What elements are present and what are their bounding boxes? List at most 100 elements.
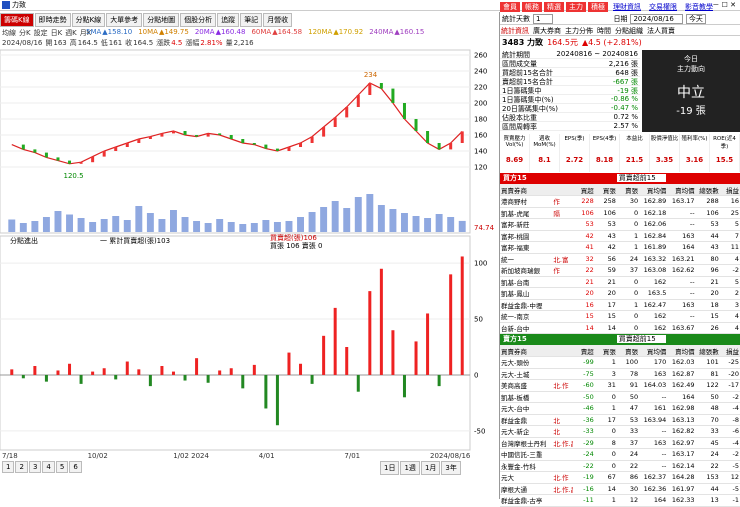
table-row[interactable]: 凱基-台南 21 21 0 162 -- 21 5: [500, 276, 740, 288]
indicator: EPS(季) 2.72: [560, 134, 590, 172]
table-row[interactable]: 群益金鼎-中壢 16 17 1 162.47 163 18 3: [500, 299, 740, 311]
date-input[interactable]: 2024/08/16: [630, 14, 683, 24]
table-row[interactable]: 凱基-鳳山 20 20 0 163.5 -- 20 2: [500, 287, 740, 300]
low-label: 120.5: [64, 172, 84, 180]
stat-row: 區間成交量 2,216 張: [500, 59, 640, 68]
table-row[interactable]: 中國信託-三重 -24 0 24 -- 163.17 24 -2: [500, 448, 740, 461]
link[interactable]: 精選: [544, 2, 564, 12]
table-row[interactable]: 群益金鼎北 -36 17 53 163.94 163.13 70 -8: [500, 414, 740, 426]
tab[interactable]: 即時走勢: [34, 13, 71, 27]
table-row[interactable]: 永豐金-竹科 -22 0 22 -- 162.14 22 -5: [500, 460, 740, 472]
app-icon: [2, 1, 10, 9]
net-bar: [414, 341, 418, 375]
tab[interactable]: 月營收: [263, 13, 293, 27]
sell-title: 賣方15: [503, 335, 527, 343]
cell: 162.62: [667, 264, 696, 277]
stat-tab[interactable]: 廣大券商: [533, 27, 561, 35]
cell: 16: [719, 195, 740, 208]
tool[interactable]: 月K: [79, 29, 92, 37]
stat-tab[interactable]: 統計資訊: [501, 27, 529, 35]
ma-value: ▲170.92: [333, 28, 364, 36]
table-row[interactable]: 元大 北.作 -19 67 86 162.37 164.28 153 12: [500, 471, 740, 484]
table-row[interactable]: 統一-南京 15 15 0 162 -- 15 4: [500, 310, 740, 323]
tool[interactable]: 日K: [50, 29, 63, 37]
tab[interactable]: 筆記: [240, 13, 263, 27]
tool[interactable]: 設定: [33, 29, 48, 37]
stat-tab[interactable]: 法人買賣: [647, 27, 675, 35]
sell-filter[interactable]: 買賣超前15: [616, 335, 666, 343]
cell: 13: [695, 494, 720, 507]
cell: 24: [616, 253, 640, 265]
cell: 北: [552, 425, 573, 438]
tool[interactable]: 分K: [19, 29, 31, 37]
stat-tab[interactable]: 主力分佈: [565, 27, 593, 35]
link[interactable]: 積極: [588, 2, 608, 12]
page-btn[interactable]: 1: [2, 461, 15, 473]
period-btn[interactable]: 1月: [420, 461, 441, 475]
tab[interactable]: 分點K線: [71, 13, 106, 27]
candle: [125, 143, 129, 147]
table-row[interactable]: 富邦-新莊 53 53 0 162.06 -- 53 5: [500, 218, 740, 231]
cell: 101: [695, 356, 720, 369]
net-bar: [148, 374, 152, 387]
table-row[interactable]: 凱基-虎尾隔 106 106 0 162.18 -- 106 25: [500, 207, 740, 219]
period-btn[interactable]: 1日: [380, 461, 400, 475]
stat-tab[interactable]: 時間: [597, 27, 611, 35]
tab[interactable]: 追蹤: [217, 13, 240, 27]
page-btn[interactable]: 3: [28, 461, 42, 473]
days-select[interactable]: 1: [533, 14, 554, 24]
page-btn[interactable]: 2: [15, 461, 28, 473]
period-btn[interactable]: 3年: [441, 461, 461, 475]
period-btn[interactable]: 1週: [400, 461, 420, 475]
link[interactable]: 理財資訊: [613, 3, 641, 11]
table-row[interactable]: 台新-台中 14 14 0 162 163.67 26 4: [500, 322, 740, 334]
tool[interactable]: 均線: [2, 29, 16, 37]
cell: 170: [639, 356, 668, 369]
tool[interactable]: 週K: [65, 29, 77, 37]
net-bar: [102, 368, 106, 375]
candle: [391, 88, 395, 103]
table-row[interactable]: 凱基-板橋 -50 0 50 -- 164 50 -2: [500, 391, 740, 403]
page-btn[interactable]: 4: [42, 461, 55, 473]
volume-bar: [19, 223, 27, 232]
table-row[interactable]: 元大-台中 -46 1 47 161 162.98 48 -4: [500, 402, 740, 415]
candle: [449, 143, 453, 150]
cell: 162.06: [639, 218, 668, 231]
tab[interactable]: 個股分析: [180, 13, 217, 27]
buy-filter[interactable]: 買賣超前15: [616, 174, 666, 182]
window-controls[interactable]: － ☐ ✕: [712, 1, 736, 9]
table-row[interactable]: 統一 北.富 32 56 24 163.32 163.21 80 4: [500, 253, 740, 265]
tab[interactable]: 籌碼K線: [0, 13, 34, 27]
today-btn[interactable]: 今天: [685, 14, 706, 24]
table-row[interactable]: 元大-土城 -75 3 78 163 162.87 81 -20: [500, 368, 740, 380]
stat-row: 買超前15名合計 648 張: [500, 68, 640, 77]
link[interactable]: 會員: [500, 2, 520, 12]
tab[interactable]: 分點地圖: [143, 13, 180, 27]
table-row[interactable]: 富邦-福東 41 42 1 161.89 164 43 11: [500, 241, 740, 254]
table-row[interactable]: 元大-頭份 -99 1 100 170 162.03 101 -25: [500, 356, 740, 369]
table-row[interactable]: 美商高盛 北.作 -60 31 91 164.03 162.49 122 -17: [500, 379, 740, 392]
link[interactable]: 主力: [566, 2, 586, 12]
table-row[interactable]: 群益金鼎-古亭 -11 1 12 164 162.33 13 -1: [500, 494, 740, 507]
link[interactable]: 帳務: [522, 2, 542, 12]
cell: [552, 322, 573, 334]
table-row[interactable]: 富邦-桃園 42 43 1 162.84 163 44 7: [500, 230, 740, 242]
cell: -4: [719, 437, 740, 449]
page-btn[interactable]: 5: [55, 461, 69, 473]
link[interactable]: 交易權限: [649, 3, 677, 11]
page-btn[interactable]: 6: [69, 461, 82, 473]
table-row[interactable]: 元大-新企北 -33 0 33 -- 162.82 33 -6: [500, 425, 740, 438]
candle: [21, 144, 25, 150]
cell: 163: [667, 230, 696, 242]
stat-tab[interactable]: 分點組織: [615, 27, 643, 35]
cell: 5: [719, 276, 740, 288]
tab[interactable]: 大單參考: [106, 13, 143, 27]
cell: 106: [572, 207, 595, 219]
today-label: 今日: [684, 55, 698, 63]
table-row[interactable]: 港商野村作 228 258 30 162.89 163.17 288 16: [500, 195, 740, 208]
link[interactable]: 影音教學: [685, 3, 713, 11]
stat-value: 2,216 張: [608, 60, 638, 68]
table-row[interactable]: 新加坡商瑞銀作 22 59 37 163.08 162.62 96 -2: [500, 264, 740, 277]
